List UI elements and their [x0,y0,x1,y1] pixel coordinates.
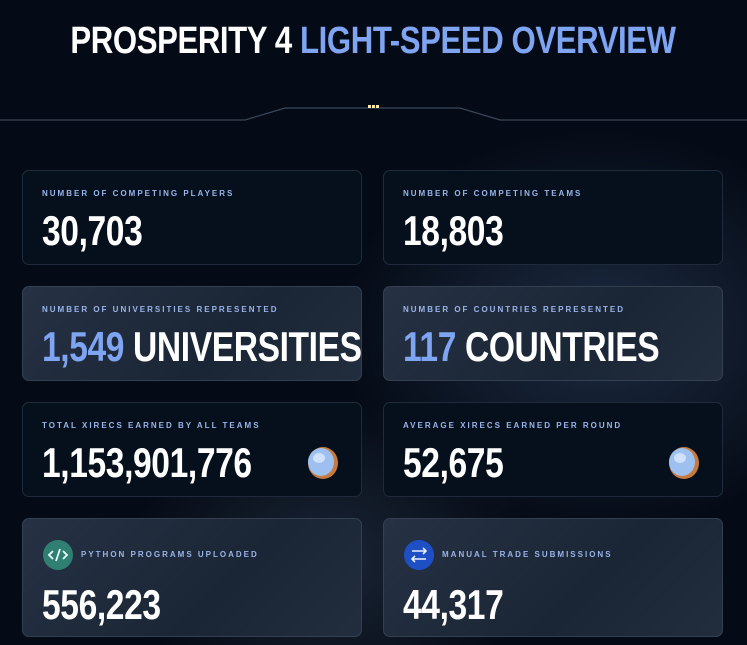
value-number: 117 [403,323,457,370]
value-unit: UNIVERSITIES [133,323,362,370]
card-value: 52,675 [403,439,504,486]
card-label: NUMBER OF UNIVERSITIES REPRESENTED [42,305,279,314]
python-icon [43,540,73,570]
title-main: PROSPERITY 4 [70,20,293,62]
card-value: 1,549 UNIVERSITIES [42,323,362,371]
stat-card: NUMBER OF COUNTRIES REPRESENTED 117 COUN… [383,286,723,381]
value-number: 1,549 [42,323,125,370]
stat-card: NUMBER OF UNIVERSITIES REPRESENTED 1,549… [22,286,362,381]
card-value: 1,153,901,776 [42,439,252,486]
card-label: NUMBER OF COUNTRIES REPRESENTED [403,305,626,314]
card-label: MANUAL TRADE SUBMISSIONS [442,550,613,559]
card-label: NUMBER OF COMPETING TEAMS [403,189,583,198]
title-accent: LIGHT-SPEED OVERVIEW [300,20,677,62]
coin-icon [669,447,699,479]
card-label: PYTHON PROGRAMS UPLOADED [81,550,259,559]
card-value: 117 COUNTRIES [403,323,660,371]
card-label: NUMBER OF COMPETING PLAYERS [42,189,235,198]
value-unit: COUNTRIES [464,323,660,370]
card-value: 44,317 [403,581,504,628]
card-label: TOTAL XIRECS EARNED BY ALL TEAMS [42,421,261,430]
stat-card: PYTHON PROGRAMS UPLOADED 556,223 [22,518,362,637]
card-value: 30,703 [42,207,143,254]
stat-card: NUMBER OF COMPETING TEAMS 18,803 [383,170,723,265]
card-value: 18,803 [403,207,504,254]
page-title: PROSPERITY 4 LIGHT-SPEED OVERVIEW [0,20,747,63]
divider [0,105,747,121]
card-value: 556,223 [42,581,161,628]
trade-icon [404,540,434,570]
stat-card: NUMBER OF COMPETING PLAYERS 30,703 [22,170,362,265]
stat-card: MANUAL TRADE SUBMISSIONS 44,317 [383,518,723,637]
card-label: AVERAGE XIRECS EARNED PER ROUND [403,421,623,430]
stat-card: AVERAGE XIRECS EARNED PER ROUND 52,675 [383,402,723,497]
stat-card: TOTAL XIRECS EARNED BY ALL TEAMS 1,153,9… [22,402,362,497]
coin-icon [308,447,338,479]
